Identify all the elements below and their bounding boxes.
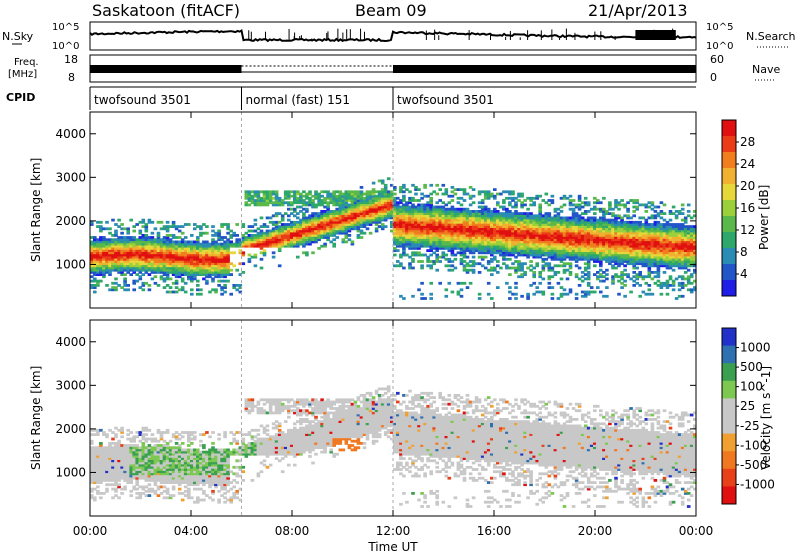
y-tick-label: 3000 (55, 170, 86, 184)
colorbar-tick-label: 16 (740, 201, 755, 215)
power-colorbar-label: Power [dB] (757, 185, 771, 250)
colorbar-segment (722, 280, 736, 297)
y-tick-label: 4000 (55, 335, 86, 349)
freq-tick-top: 18 (64, 53, 78, 66)
nave-tick-bottom: 0 (710, 71, 717, 84)
velocity-panel: 1000 2000 3000 4000 Slant Range [km] 1000 50… (29, 319, 775, 517)
cpid-segments: twofsound 3501 normal (fast) 151 twofsound… (89, 87, 494, 110)
colorbar-tick-label: 4 (740, 267, 748, 281)
colorbar-segment (722, 328, 736, 347)
velocity-axes: 1000 2000 3000 4000 (55, 335, 696, 479)
velocity-colorbar-label: Velocity [m s^-1] (759, 366, 773, 470)
freq-unit-label: [MHz] (8, 69, 37, 80)
colorbar-segment (722, 168, 736, 185)
cpid-segment-label: normal (fast) 151 (246, 93, 350, 107)
colorbar-segment (722, 200, 736, 217)
colorbar-segment (722, 136, 736, 153)
colorbar-tick-label: -100 (740, 438, 767, 452)
x-tick-label: 08:00 (275, 524, 310, 538)
colorbar-segment (722, 216, 736, 233)
velocity-colorbar: 1000 500 100 25 -25 -100 -500 -1000 (721, 327, 775, 505)
x-tick-label: 12:00 (376, 524, 411, 538)
colorbar-tick-label: 25 (740, 399, 755, 413)
colorbar-tick-label: 20 (740, 179, 755, 193)
nave-tick-top: 60 (710, 53, 724, 66)
colorbar-segment (722, 184, 736, 201)
colorbar-segment (722, 416, 736, 435)
colorbar-tick-label: 28 (740, 135, 755, 149)
nsearch-tick-bottom: 10^0 (706, 41, 733, 52)
colorbar-segment (722, 468, 736, 487)
colorbar-segment (722, 152, 736, 169)
nsky-trace (89, 28, 697, 43)
colorbar-tick-label: -25 (740, 419, 760, 433)
power-y-label: Slant Range [km] (29, 158, 43, 262)
colorbar-tick-label: 1000 (740, 341, 771, 355)
y-tick-label: 1000 (55, 465, 86, 479)
nsky-label: N.Sky (2, 30, 34, 43)
cpid-segment-label: twofsound 3501 (397, 93, 494, 107)
y-tick-label: 2000 (55, 422, 86, 436)
cpid-row: CPID twofsound 3501 normal (fast) 151 twof… (6, 86, 696, 110)
freq-trace (90, 65, 696, 73)
x-tick-label: 00:00 (679, 524, 714, 538)
power-colorbar: 28 24 20 16 12 8 4 (721, 119, 755, 297)
colorbar-segment (722, 433, 736, 452)
nsearch-label: N.Search (746, 30, 796, 43)
nsearch-tick-top: 10^5 (706, 22, 733, 33)
velocity-y-label: Slant Range [km] (29, 366, 43, 470)
velocity-heatmap (90, 320, 697, 516)
colorbar-segment (722, 398, 736, 417)
colorbar-segment (722, 380, 736, 399)
y-tick-label: 1000 (55, 257, 86, 271)
x-tick-label: 16:00 (477, 524, 512, 538)
colorbar-tick-label: 12 (740, 223, 755, 237)
colorbar-segment (722, 345, 736, 364)
colorbar-segment (722, 486, 736, 505)
y-tick-label: 4000 (55, 127, 86, 141)
x-tick-label: 00:00 (73, 524, 108, 538)
colorbar-tick-label: -1000 (740, 477, 775, 491)
x-tick-label: 20:00 (578, 524, 613, 538)
colorbar-tick-label: 8 (740, 245, 748, 259)
power-panel: 1000 2000 3000 4000 Slant Range [km] 28 24 20… (29, 111, 771, 309)
colorbar-segment (722, 120, 736, 137)
nave-label: Nave (752, 63, 780, 76)
colorbar-tick-label: -500 (740, 458, 767, 472)
nsky-tick-bottom: 10^0 (52, 41, 79, 52)
colorbar-tick-label: 500 (740, 360, 763, 374)
colorbar-segment (722, 264, 736, 281)
colorbar-tick-label: 100 (740, 380, 763, 394)
x-axis-ticks: 00:00 04:00 08:00 12:00 16:00 20:00 00:00 (73, 112, 714, 538)
freq-label: Freq. (14, 57, 39, 68)
station-title: Saskatoon (fitACF) (92, 1, 240, 20)
colorbar-tick-label: 24 (740, 157, 755, 171)
cpid-label: CPID (6, 91, 35, 104)
colorbar-segment (722, 248, 736, 265)
nsky-panel: N.Sky 10^5 10^0 10^5 10^0 N.Search (2, 21, 796, 52)
x-axis-label: Time UT (367, 540, 418, 554)
x-tick-label: 04:00 (174, 524, 209, 538)
power-axes: 1000 2000 3000 4000 (55, 127, 696, 271)
colorbar-segment (722, 363, 736, 382)
date-title: 21/Apr/2013 (588, 1, 688, 20)
freq-tick-bottom: 8 (68, 71, 75, 84)
power-heatmap (90, 112, 697, 308)
colorbar-segment (722, 232, 736, 249)
colorbar-segment (722, 451, 736, 470)
nsky-tick-top: 10^5 (52, 22, 79, 33)
y-tick-label: 3000 (55, 378, 86, 392)
y-tick-label: 2000 (55, 214, 86, 228)
cpid-segment-label: twofsound 3501 (94, 93, 191, 107)
beam-title: Beam 09 (355, 1, 427, 20)
freq-panel: Freq. [MHz] 18 8 60 0 Nave (8, 53, 780, 84)
